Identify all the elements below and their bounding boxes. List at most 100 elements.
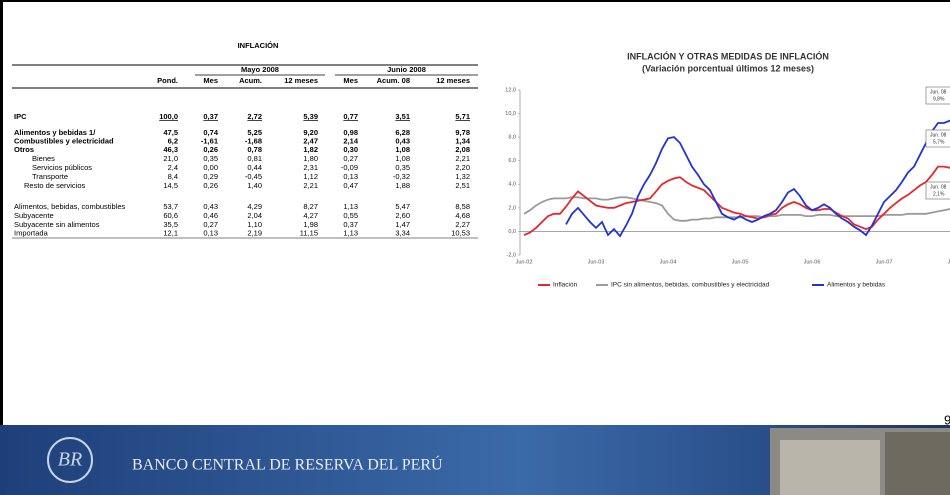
cell: 35,5 xyxy=(163,220,178,229)
x-tick-label: Jun-02 xyxy=(516,259,533,265)
table: INFLACIÓN Mayo 2008 Junio 2008 Pond. Mes Acum… xyxy=(12,41,478,239)
column-header: 12 meses xyxy=(284,76,318,85)
cell: 0,27 xyxy=(203,220,218,229)
annotation-text: 2,1% xyxy=(933,191,945,197)
series-line xyxy=(565,119,950,238)
row-label: Servicios públicos xyxy=(32,163,92,172)
cell: 0,37 xyxy=(203,112,218,121)
column-header: Mes xyxy=(343,76,358,85)
cell: 6,2 xyxy=(168,136,178,145)
x-tick-label: Jun-06 xyxy=(804,259,821,265)
cell: 21,0 xyxy=(163,154,178,163)
cell: 0,43 xyxy=(203,202,218,211)
cell: 0,26 xyxy=(203,181,218,190)
cell: 0,35 xyxy=(203,154,218,163)
annotation-box xyxy=(925,181,950,200)
y-tick-label: 4,0 xyxy=(508,182,516,188)
cell: 8,4 xyxy=(168,172,178,181)
cell: 2,72 xyxy=(247,112,262,121)
row-label: Subyacente xyxy=(14,211,54,220)
footer-photo-building xyxy=(780,440,880,495)
legend-label: Inflación xyxy=(553,282,578,289)
annotation-title: Jun. 08 xyxy=(930,89,947,95)
column-header: Acum. 08 xyxy=(377,76,410,85)
cell: 2,08 xyxy=(455,145,470,154)
cell: 14,5 xyxy=(163,181,178,190)
cell: 5,47 xyxy=(395,202,410,211)
cell: 100,0 xyxy=(159,112,178,121)
y-tick-label: -2,0 xyxy=(507,252,516,258)
cell: 0,26 xyxy=(203,145,218,154)
y-tick-label: 2,0 xyxy=(508,205,516,211)
cell: 8,27 xyxy=(303,202,318,211)
x-tick-label: Jun-07 xyxy=(876,259,893,265)
cell: 5,25 xyxy=(247,128,262,137)
cell: 1,08 xyxy=(395,145,410,154)
cell: 2,19 xyxy=(247,228,262,237)
column-header: Pond. xyxy=(157,76,178,85)
row-label: IPC xyxy=(14,112,27,121)
page-number: 9 xyxy=(944,412,950,427)
cell: 5,71 xyxy=(455,112,470,121)
cell: 0,78 xyxy=(247,145,262,154)
annotation-box xyxy=(925,129,950,148)
row-label: Otros xyxy=(14,145,34,154)
x-tick-label: Jun-08 xyxy=(948,259,950,265)
cell: 1,80 xyxy=(303,154,318,163)
cell: 0,37 xyxy=(343,220,358,229)
series-line xyxy=(523,165,950,236)
row-label: Resto de servicios xyxy=(24,181,86,190)
chart-subtitle: (Variación porcentual últimos 12 meses) xyxy=(642,63,814,73)
cell: 5,39 xyxy=(303,112,318,121)
chart: INFLACIÓN Y OTRAS MEDIDAS DE INFLACIÓN (V… xyxy=(505,50,950,289)
cell: 9,78 xyxy=(455,128,470,137)
cell: 2,47 xyxy=(303,136,318,145)
row-label: Alimentos, bebidas, combustibles xyxy=(14,202,126,211)
cell: 1,12 xyxy=(303,172,318,181)
cell: -1,61 xyxy=(201,136,218,145)
cell: 0,35 xyxy=(395,163,410,172)
cell: 2,14 xyxy=(343,136,358,145)
y-tick-label: 0,0 xyxy=(508,229,516,235)
group-header: Junio 2008 xyxy=(387,65,426,74)
cell: 1,32 xyxy=(455,172,470,181)
cell: 0,98 xyxy=(343,128,358,137)
cell: 1,13 xyxy=(343,228,358,237)
cell: 0,81 xyxy=(247,154,262,163)
cell: 60,6 xyxy=(163,211,178,220)
cell: 10,53 xyxy=(451,228,470,237)
cell: 8,58 xyxy=(455,202,470,211)
column-header: 12 meses xyxy=(436,76,470,85)
cell: 1,98 xyxy=(303,220,318,229)
x-tick-label: Jun-03 xyxy=(588,259,605,265)
cell: 0,00 xyxy=(203,163,218,172)
cell: 0,30 xyxy=(343,145,358,154)
cell: 2,21 xyxy=(303,181,318,190)
cell: 1,88 xyxy=(395,181,410,190)
row-label: Importada xyxy=(14,228,49,237)
chart-title: INFLACIÓN Y OTRAS MEDIDAS DE INFLACIÓN xyxy=(627,50,829,61)
cell: 1,10 xyxy=(247,220,262,229)
row-label: Transporte xyxy=(32,172,68,181)
y-tick-label: 6,0 xyxy=(508,158,516,164)
row-label: Bienes xyxy=(32,154,55,163)
cell: 2,04 xyxy=(247,211,262,220)
cell: 1,13 xyxy=(343,202,358,211)
cell: 0,77 xyxy=(343,112,358,121)
cell: 53,7 xyxy=(163,202,178,211)
cell: -1,68 xyxy=(245,136,262,145)
cell: -0,45 xyxy=(245,172,262,181)
table-title: INFLACIÓN xyxy=(238,41,279,50)
bank-name: BANCO CENTRAL DE RESERVA DEL PERÚ xyxy=(132,455,443,474)
cell: 4,29 xyxy=(247,202,262,211)
cell: 3,34 xyxy=(395,228,410,237)
legend-label: IPC sin alimentos, bebidas, combustibles… xyxy=(611,282,770,289)
cell: 0,46 xyxy=(203,211,218,220)
cell: 1,08 xyxy=(395,154,410,163)
cell: 2,51 xyxy=(455,181,470,190)
annotation-title: Jun. 08 xyxy=(930,132,947,138)
cell: 2,20 xyxy=(455,163,470,172)
cell: 2,60 xyxy=(395,211,410,220)
cell: 0,44 xyxy=(247,163,262,172)
